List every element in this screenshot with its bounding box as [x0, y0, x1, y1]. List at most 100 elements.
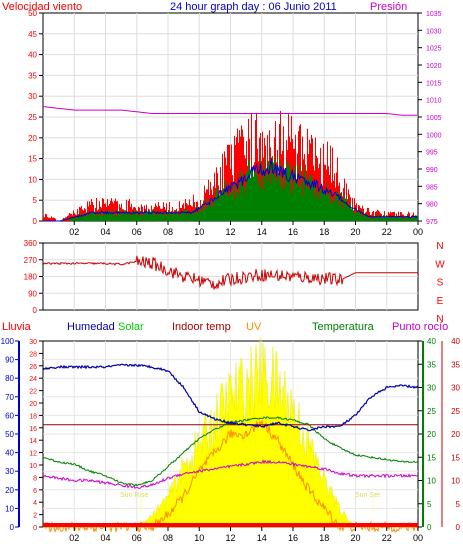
compass-label: N — [436, 314, 443, 325]
pressure-right-axis: 975 980 985 990 995 1000 1005 1010 1015 1020 1025 1… — [418, 11, 442, 226]
direction-tick-label: 90 — [28, 289, 37, 298]
dew-tick-label: 30 — [451, 384, 460, 393]
dew-right-axis: 0 5 10 15 20 25 30 35 40 — [441, 337, 461, 532]
secondary-left-tick-label: 2 — [33, 513, 37, 520]
weather-x-tick-label: 06 — [132, 533, 142, 543]
dew-point-label: Punto rocío — [392, 321, 448, 333]
secondary-left-tick-label: 18 — [29, 413, 37, 420]
temperature-tick-label: 30 — [427, 384, 436, 393]
weather-x-tick-label: 16 — [288, 533, 298, 543]
weather-panel: Sun Rise Sun Set 0102030405060708090100 … — [1, 321, 461, 543]
rain-tick-label: 100 — [1, 337, 15, 346]
humidity-line — [42, 363, 419, 432]
pressure-tick-label: 995 — [426, 150, 438, 157]
temperature-line — [42, 416, 419, 487]
weather-x-tick-label: 20 — [350, 533, 360, 543]
secondary-left-tick-label: 28 — [29, 351, 37, 358]
wind-x-tick-label: 02 — [69, 227, 79, 237]
pressure-tick-label: 1005 — [426, 115, 442, 122]
wind-x-tick-label: 14 — [257, 227, 267, 237]
wind-left-tick-label: 30 — [28, 92, 37, 101]
dew-tick-label: 5 — [456, 500, 461, 509]
dew-tick-label: 35 — [451, 360, 460, 369]
dew-tick-label: 10 — [451, 477, 460, 486]
secondary-left-tick-label: 20 — [29, 401, 37, 408]
temperature-tick-label: 35 — [427, 360, 436, 369]
pressure-tick-label: 1035 — [426, 11, 442, 18]
pressure-tick-label: 1025 — [426, 46, 442, 53]
weather-x-tick-label: 02 — [69, 533, 79, 543]
pressure-tick-label: 990 — [426, 167, 438, 174]
weather-x-tick-label: 00 — [413, 533, 423, 543]
secondary-left-tick-label: 4 — [33, 500, 37, 507]
dew-tick-label: 40 — [451, 337, 460, 346]
weather-x-tick-label: 14 — [257, 533, 267, 543]
wind-gridlines — [43, 13, 418, 221]
wind-left-axis: 0 5 10 15 20 25 30 35 40 45 50 — [28, 9, 43, 226]
temperature-tick-label: 40 — [427, 337, 436, 346]
wind-label: Velocidad viento — [2, 1, 82, 13]
wind-x-tick-label: 12 — [225, 227, 235, 237]
secondary-left-tick-label: 6 — [33, 488, 37, 495]
dew-tick-label: 20 — [451, 430, 460, 439]
compass-label: W — [435, 259, 445, 270]
secondary-left-tick-label: 26 — [29, 364, 37, 371]
wind-left-tick-label: 5 — [33, 196, 38, 205]
pressure-tick-label: 985 — [426, 184, 438, 191]
temperature-tick-label: 5 — [427, 500, 432, 509]
secondary-left-tick-label: 12 — [29, 451, 37, 458]
direction-tick-label: 0 — [33, 306, 38, 315]
temperature-tick-label: 15 — [427, 453, 436, 462]
wind-left-tick-label: 10 — [28, 175, 37, 184]
rain-tick-label: 10 — [5, 504, 14, 513]
temperature-tick-label: 10 — [427, 477, 436, 486]
uv-label: UV — [246, 321, 262, 333]
secondary-left-tick-label: 0 — [33, 525, 37, 532]
dew-point-line — [42, 459, 419, 490]
wind-average-line — [43, 157, 418, 222]
rain-tick-label: 20 — [5, 486, 14, 495]
rain-tick-label: 40 — [5, 449, 14, 458]
pressure-tick-label: 1000 — [426, 132, 442, 139]
pressure-tick-label: 1010 — [426, 98, 442, 105]
rain-tick-label: 30 — [5, 467, 14, 476]
secondary-left-tick-label: 30 — [29, 339, 37, 346]
wind-left-tick-label: 50 — [28, 9, 37, 18]
weather-x-tick-label: 08 — [163, 533, 173, 543]
rain-tick-label: 0 — [10, 523, 15, 532]
wind-x-tick-label: 06 — [132, 227, 142, 237]
temperature-tick-label: 25 — [427, 407, 436, 416]
indoor-temp-label: Indoor temp — [172, 321, 231, 333]
wind-left-tick-label: 0 — [33, 217, 38, 226]
rain-label: Lluvia — [2, 321, 32, 333]
pressure-tick-label: 980 — [426, 202, 438, 209]
weather-x-tick-label: 22 — [382, 533, 392, 543]
wind-x-tick-label: 04 — [100, 227, 110, 237]
pressure-tick-label: 1015 — [426, 80, 442, 87]
rain-axis: 0 10 20 30 40 50 60 70 80 90 100 — [1, 337, 19, 532]
secondary-left-tick-label: 14 — [29, 438, 37, 445]
direction-left-axis: 0 90 180 270 360 — [24, 239, 43, 315]
rain-tick-label: 60 — [5, 411, 14, 420]
weather-x-axis: 02 04 06 08 10 12 14 16 18 20 22 00 — [69, 527, 423, 543]
graph-title: 24 hour graph day : 06 Junio 2011 — [170, 1, 337, 13]
wind-left-tick-label: 25 — [28, 113, 37, 122]
wind-x-tick-label: 18 — [319, 227, 329, 237]
wind-left-tick-label: 20 — [28, 134, 37, 143]
rain-tick-label: 70 — [5, 393, 14, 402]
direction-tick-label: 360 — [24, 239, 38, 248]
temperature-label: Temperatura — [312, 321, 375, 333]
direction-line — [42, 255, 418, 290]
rain-tick-label: 80 — [5, 374, 14, 383]
temperature-tick-label: 20 — [427, 430, 436, 439]
pressure-line — [42, 106, 417, 116]
dew-tick-label: 15 — [451, 453, 460, 462]
dew-tick-label: 25 — [451, 407, 460, 416]
weather-x-tick-label: 12 — [225, 533, 235, 543]
secondary-left-tick-label: 24 — [29, 376, 37, 383]
humidity-label: Humedad — [67, 321, 115, 333]
pressure-tick-label: 1030 — [426, 28, 442, 35]
